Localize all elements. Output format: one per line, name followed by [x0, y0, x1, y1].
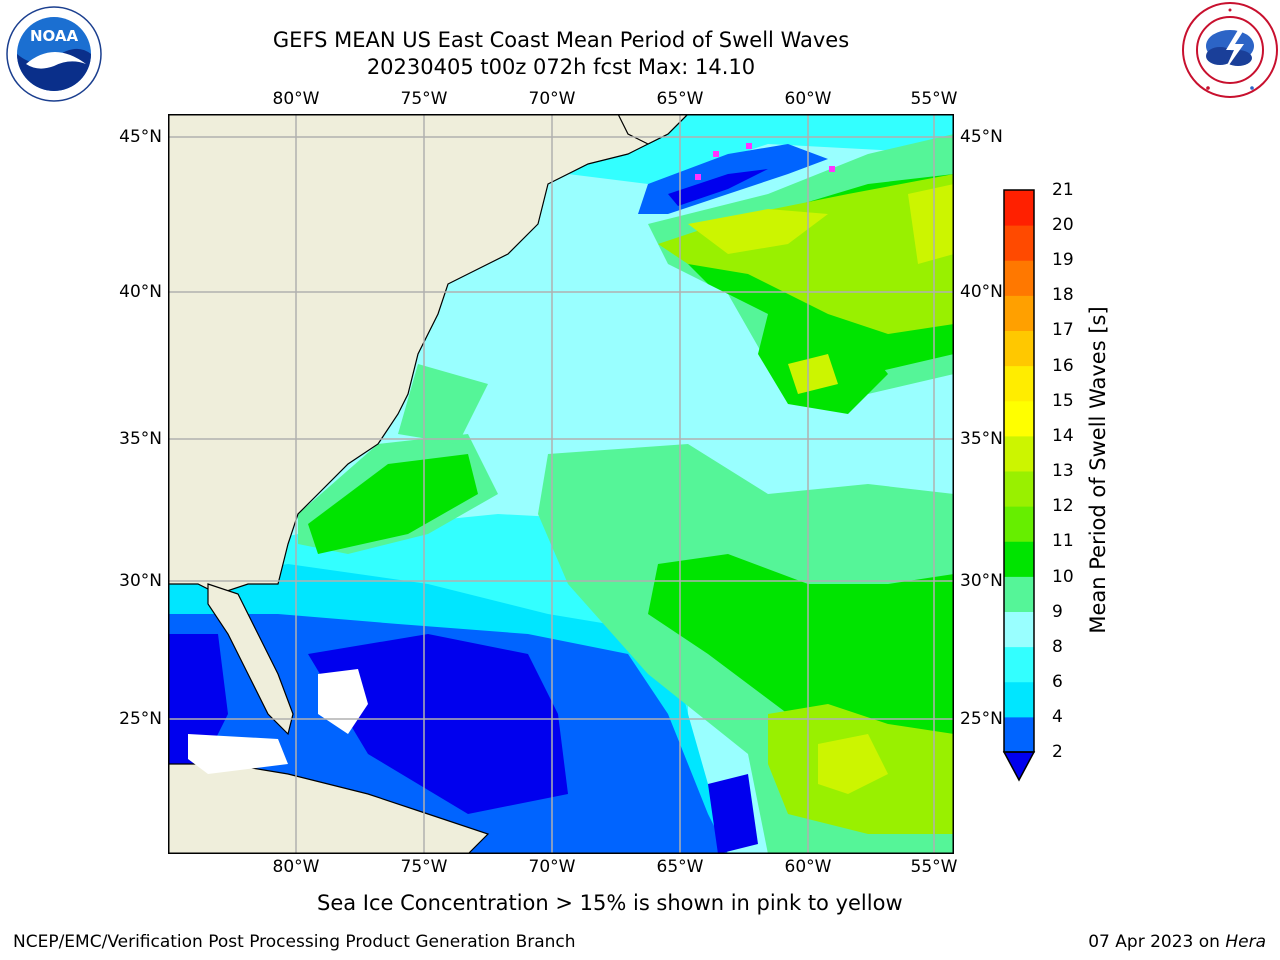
footer-branch: NCEP/EMC/Verification Post Processing Pr… [13, 932, 576, 952]
sea-ice-marker [695, 174, 701, 180]
lat-tick-left: 45°N [119, 127, 162, 147]
colorbar-tick: 12 [1052, 496, 1074, 516]
colorbar-tick: 2 [1052, 742, 1063, 762]
swell-period-map [168, 114, 954, 854]
sea-ice-marker [713, 151, 719, 157]
colorbar-tick: 14 [1052, 426, 1074, 446]
nws-logo [1180, 0, 1280, 100]
colorbar-segment [1004, 506, 1034, 542]
lon-tick-top: 80°W [272, 89, 320, 109]
map-subtitle: 20230405 t00z 072h fcst Max: 14.10 [366, 55, 756, 79]
lat-tick-right: 25°N [960, 709, 1003, 729]
lon-tick-top: 60°W [784, 89, 832, 109]
colorbar-segment [1004, 541, 1034, 577]
swell-zone-12-13s [658, 174, 954, 334]
lon-tick-bottom: 75°W [400, 857, 448, 877]
lon-tick-top: 55°W [910, 89, 958, 109]
colorbar-tick: 8 [1052, 637, 1063, 657]
colorbar-segment [1004, 400, 1034, 437]
colorbar-segment [1004, 435, 1034, 472]
sea-ice-marker [746, 143, 752, 149]
swell-zone-9-10s [398, 364, 488, 444]
colorbar-segment [1004, 260, 1034, 296]
colorbar-tick: 19 [1052, 250, 1074, 270]
footer-machine: Hera [1225, 932, 1266, 952]
footer-date-text: 07 Apr 2023 on [1088, 932, 1226, 952]
colorbar-segment [1004, 295, 1034, 331]
graticule [168, 114, 954, 854]
colorbar [1002, 189, 1036, 782]
sea-ice-note: Sea Ice Concentration > 15% is shown in … [317, 891, 903, 915]
swell-zone-10-11s [308, 454, 478, 554]
noaa-logo: NOAA [6, 6, 102, 102]
colorbar-tick: 13 [1052, 461, 1074, 481]
colorbar-segment [1004, 225, 1034, 261]
lat-tick-left: 30°N [119, 571, 162, 591]
colorbar-segment [1004, 646, 1034, 683]
map-title: GEFS MEAN US East Coast Mean Period of S… [272, 28, 850, 52]
colorbar-tick: 9 [1052, 602, 1063, 622]
lat-tick-left: 25°N [119, 709, 162, 729]
swell-zone-13-14s [818, 734, 888, 794]
swell-zone-under-2s [668, 169, 768, 206]
colorbar-tick: 20 [1052, 215, 1074, 235]
lat-tick-right: 35°N [960, 429, 1003, 449]
lat-tick-right: 30°N [960, 571, 1003, 591]
colorbar-segment [1004, 471, 1034, 507]
sea-ice-marker [829, 166, 835, 172]
swell-zone-13-14s [908, 184, 954, 264]
swell-zone-13-14s [788, 354, 838, 394]
no-data-region [188, 734, 288, 774]
swell-zone-13-14s [688, 209, 828, 254]
colorbar-under-arrow [1002, 751, 1036, 782]
colorbar-tick: 11 [1052, 531, 1074, 551]
swell-zone-10-11s [648, 554, 954, 754]
lat-tick-left: 35°N [119, 429, 162, 449]
footer-date: 07 Apr 2023 on Hera [1088, 932, 1266, 952]
lat-tick-left: 40°N [119, 282, 162, 302]
map-frame [168, 114, 954, 854]
colorbar-label: Mean Period of Swell Waves [s] [1086, 306, 1110, 634]
lon-tick-bottom: 60°W [784, 857, 832, 877]
swell-zone-under-2s [708, 774, 758, 854]
north-america-land [168, 114, 689, 595]
swell-zone-under-2s [168, 634, 228, 794]
lon-tick-bottom: 80°W [272, 857, 320, 877]
colorbar-segment [1004, 330, 1034, 367]
colorbar-segment [1004, 611, 1034, 648]
no-data-region [318, 669, 368, 734]
colorbar-segment [1004, 716, 1034, 753]
colorbar-tick: 15 [1052, 391, 1074, 411]
colorbar-tick: 21 [1052, 180, 1074, 200]
colorbar-tick: 10 [1052, 567, 1074, 587]
lon-tick-top: 65°W [656, 89, 704, 109]
lon-tick-top: 70°W [528, 89, 576, 109]
colorbar-segment [1004, 190, 1034, 226]
colorbar-tick: 18 [1052, 285, 1074, 305]
lat-tick-right: 40°N [960, 282, 1003, 302]
colorbar-tick: 4 [1052, 707, 1063, 727]
colorbar-segment [1004, 365, 1034, 402]
florida-land [207, 583, 294, 736]
lon-tick-bottom: 70°W [528, 857, 576, 877]
noaa-logo-text: NOAA [30, 27, 79, 45]
swell-zone-under-2s [308, 634, 568, 814]
colorbar-tick: 16 [1052, 356, 1074, 376]
colorbar-frame [1003, 189, 1035, 753]
colorbar-segment [1004, 576, 1034, 612]
lat-tick-right: 45°N [960, 127, 1003, 147]
colorbar-tick: 17 [1052, 320, 1074, 340]
lon-tick-bottom: 65°W [656, 857, 704, 877]
lon-tick-top: 75°W [400, 89, 448, 109]
lon-tick-bottom: 55°W [910, 857, 958, 877]
colorbar-tick: 6 [1052, 672, 1063, 692]
colorbar-segment [1004, 681, 1034, 718]
